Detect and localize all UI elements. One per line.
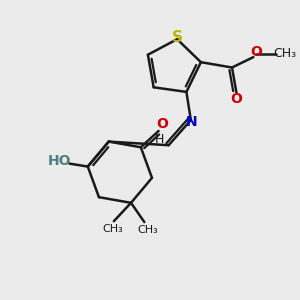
- Text: S: S: [172, 30, 183, 45]
- Text: CH₃: CH₃: [137, 225, 158, 236]
- Text: N: N: [186, 115, 197, 128]
- Text: CH₃: CH₃: [274, 47, 297, 60]
- Text: HO: HO: [48, 154, 71, 168]
- Text: O: O: [156, 117, 168, 131]
- Text: O: O: [230, 92, 242, 106]
- Text: CH₃: CH₃: [102, 224, 123, 235]
- Text: O: O: [250, 45, 262, 59]
- Text: H: H: [155, 133, 164, 146]
